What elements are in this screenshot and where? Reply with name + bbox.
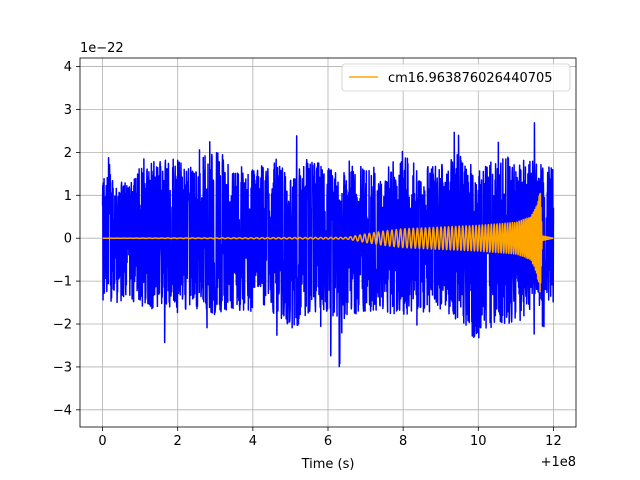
x-axis-label: Time (s) [301,457,355,472]
y-tick-label: −1 [53,275,72,290]
y-scale-label: 1e−22 [80,41,124,56]
y-tick-label: 1 [64,189,72,204]
y-tick-label: −3 [53,360,72,375]
x-tick-label: 2 [174,434,182,449]
y-tick-label: 3 [64,103,72,118]
y-tick-label: 2 [64,146,72,161]
legend-box [341,63,571,92]
x-tick-label: 8 [399,434,407,449]
x-tick-label: 4 [249,434,257,449]
x-offset-label: +1e8 [541,455,576,470]
x-axis: 0 2 4 6 8 10 12 [98,427,562,449]
data-layer [101,122,555,368]
x-tick-label: 12 [545,434,562,449]
y-tick-label: 0 [64,232,72,247]
x-tick-label: 6 [324,434,332,449]
y-axis: −4 −3 −2 −1 0 1 2 3 4 [53,60,80,418]
series-line-template [101,192,555,293]
y-tick-label: 4 [64,60,72,75]
y-tick-label: −4 [53,403,72,418]
legend-entry-label: cm16.963876026440705 [388,71,553,86]
legend: cm16.963876026440705 [341,63,571,92]
x-tick-label: 10 [470,434,487,449]
y-tick-label: −2 [53,318,72,333]
series-line-noise [101,122,555,368]
x-tick-label: 0 [98,434,106,449]
